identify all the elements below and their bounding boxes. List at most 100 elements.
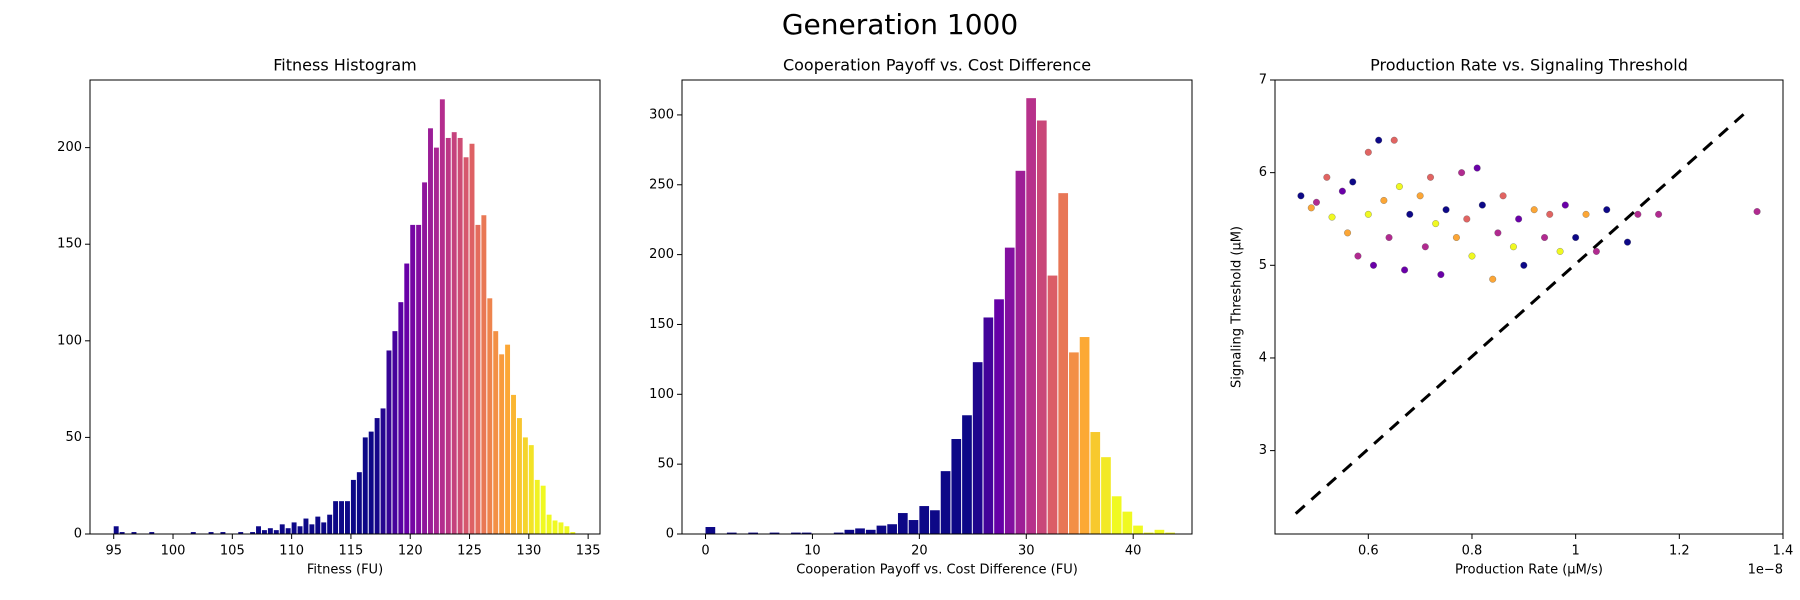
subplot-title: Fitness Histogram (273, 56, 417, 75)
bar (1101, 457, 1111, 534)
point (1313, 198, 1320, 206)
x-tick-label: 135 (576, 544, 601, 559)
y-tick-label: 150 (649, 317, 674, 332)
point (1395, 183, 1403, 191)
x-tick-label: 30 (1018, 544, 1035, 559)
bar (368, 431, 374, 534)
bar (321, 522, 327, 534)
bar (469, 143, 475, 535)
bar (887, 524, 897, 534)
bar (333, 501, 339, 534)
bar (1047, 275, 1058, 534)
point (1452, 234, 1460, 241)
bar (285, 528, 291, 534)
y-tick-label: 50 (657, 457, 674, 472)
bar (350, 479, 356, 534)
bar (327, 514, 333, 534)
bar (273, 530, 279, 534)
bar (1154, 529, 1165, 534)
bar (994, 299, 1004, 534)
axes-frame (89, 79, 601, 535)
bar (558, 522, 564, 534)
axes-frame (1274, 79, 1784, 535)
bar (505, 344, 511, 534)
y-tick-label: 7 (1259, 73, 1267, 88)
bar (119, 532, 125, 534)
y-tick-label: 3 (1259, 443, 1267, 458)
bar (951, 439, 962, 534)
x-axis-label: Fitness (FU) (307, 563, 383, 578)
bar (908, 520, 919, 534)
bar (457, 137, 463, 534)
bar (279, 524, 285, 534)
bar (356, 472, 362, 534)
point (1323, 173, 1331, 181)
bar (291, 522, 297, 534)
bar (220, 532, 226, 534)
bar (1069, 352, 1079, 534)
point (1655, 210, 1663, 218)
point (1753, 208, 1761, 216)
x-tick-label: 1.4 (1773, 544, 1794, 559)
bar (564, 526, 570, 534)
y-tick-label: 5 (1259, 258, 1267, 273)
x-tick-label: 95 (105, 544, 122, 559)
x-tick-label: 120 (398, 544, 423, 559)
bar (345, 501, 350, 534)
bar (876, 525, 887, 534)
point (1390, 136, 1398, 144)
point (1489, 275, 1497, 283)
y-tick-label: 250 (649, 177, 674, 192)
bar (410, 224, 416, 534)
bar (445, 137, 451, 534)
bar (511, 394, 516, 534)
point (1344, 229, 1352, 237)
x-tick-label: 10 (804, 544, 821, 559)
point (1582, 210, 1590, 218)
y-tick-label: 0 (74, 527, 82, 542)
bar (190, 532, 196, 534)
bar (433, 147, 439, 535)
bar (983, 317, 994, 534)
point (1509, 243, 1517, 251)
bar (855, 528, 865, 534)
point (1515, 215, 1523, 223)
bar (801, 532, 812, 534)
x-tick-label: 0 (701, 544, 709, 559)
x-tick-label: 20 (911, 544, 928, 559)
bar (1165, 532, 1175, 534)
bar (540, 485, 546, 534)
bar (919, 506, 930, 534)
bar (362, 437, 368, 534)
x-offset-label: 1e−8 (1748, 563, 1783, 578)
x-tick-label: 105 (220, 544, 245, 559)
point (1442, 206, 1450, 214)
y-tick-label: 200 (57, 140, 82, 155)
bar (475, 224, 481, 534)
y-tick-label: 100 (57, 333, 82, 348)
point (1541, 234, 1549, 241)
point (1380, 196, 1388, 204)
bar (570, 532, 576, 534)
y-tick-label: 6 (1259, 165, 1267, 180)
point (1401, 266, 1409, 274)
bar (1058, 193, 1069, 535)
bar (386, 350, 392, 534)
bar (552, 520, 558, 534)
y-tick-label: 100 (649, 387, 674, 402)
bar (748, 532, 758, 534)
point (1385, 234, 1393, 241)
bar (309, 524, 315, 534)
point (1634, 210, 1642, 218)
bar (416, 224, 422, 534)
bar (769, 532, 780, 534)
x-tick-label: 100 (161, 544, 186, 559)
point (1432, 220, 1440, 228)
bar (256, 526, 261, 534)
x-tick-label: 125 (457, 544, 482, 559)
bar (113, 526, 119, 534)
y-tick-label: 0 (666, 527, 674, 542)
point (1427, 173, 1434, 181)
point (1297, 192, 1305, 200)
bar (962, 415, 972, 534)
